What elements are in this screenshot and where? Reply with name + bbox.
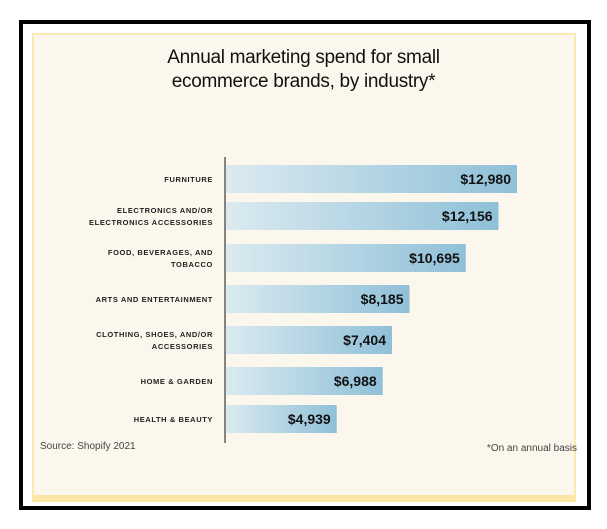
- category-label: FURNITURE: [164, 175, 213, 184]
- category-label: FOOD, BEVERAGES, AND: [108, 248, 213, 257]
- category-label: HOME & GARDEN: [141, 377, 213, 386]
- bar: [226, 285, 410, 313]
- chart-title: Annual marketing spend for small ecommer…: [0, 46, 607, 94]
- bar: [226, 405, 337, 433]
- data-label: $7,404: [343, 332, 386, 348]
- data-label: $10,695: [409, 250, 460, 266]
- footnote: *On an annual basis: [486, 443, 577, 454]
- category-label: ARTS AND ENTERTAINMENT: [96, 295, 213, 304]
- category-label: ELECTRONICS AND/OR: [117, 206, 213, 215]
- data-label: $12,980: [460, 171, 511, 187]
- category-label: ACCESSORIES: [152, 342, 213, 351]
- source-note: Source: Shopify 2021: [40, 441, 136, 452]
- category-label: ELECTRONICS ACCESSORIES: [89, 218, 213, 227]
- title-line-1: Annual marketing spend for small: [167, 47, 440, 68]
- data-label: $6,988: [334, 373, 377, 389]
- bar: [226, 165, 517, 193]
- bar: [226, 367, 383, 395]
- data-label: $4,939: [288, 411, 331, 427]
- category-label: CLOTHING, SHOES, AND/OR: [96, 330, 213, 339]
- bar: [226, 326, 392, 354]
- bar: [226, 202, 499, 230]
- title-line-2: ecommerce brands, by industry*: [171, 71, 436, 92]
- bar: [226, 244, 466, 272]
- category-label: TOBACCO: [171, 260, 213, 269]
- data-label: $12,156: [442, 208, 493, 224]
- data-label: $8,185: [361, 291, 404, 307]
- category-label: HEALTH & BEAUTY: [134, 415, 213, 424]
